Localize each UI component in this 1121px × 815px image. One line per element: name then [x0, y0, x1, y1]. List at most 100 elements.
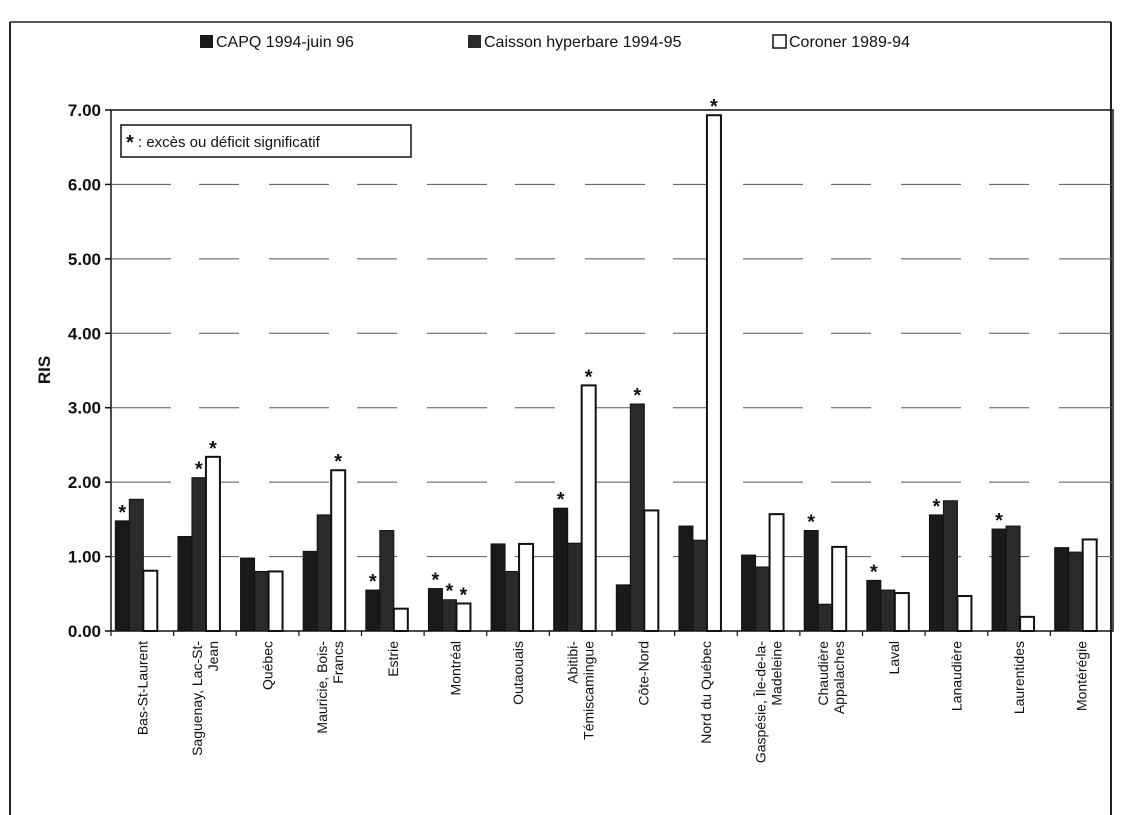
x-tick-label: Nord du Québec — [698, 641, 714, 744]
x-tick-label: Mauricie, Bois-Francs — [314, 641, 346, 734]
bar-coroner — [831, 545, 848, 632]
bar-caisson — [817, 603, 833, 632]
significance-star: * — [460, 584, 468, 606]
bar-caisson — [504, 570, 520, 632]
bar-coroner — [893, 592, 910, 633]
bar-coroner — [518, 542, 535, 633]
bar-caisson — [316, 514, 332, 632]
x-tick-label-line: Estrie — [385, 641, 401, 677]
bar-caisson — [191, 477, 207, 632]
legend-label-caisson: Caisson hyperbare 1994-95 — [484, 34, 682, 51]
x-tick-label-line: Montérégie — [1074, 641, 1090, 711]
bar-coroner — [580, 384, 597, 632]
x-tick-label: ChaudièreAppalaches — [815, 641, 847, 714]
significance-note: * : excès ou déficit significatif — [120, 124, 412, 158]
plot-area — [110, 109, 1114, 632]
bar-capq — [490, 543, 506, 632]
x-tick-label-line: Francs — [330, 641, 346, 684]
x-axis-labels: Bas-St-Laurent Saguenay, Lac-St-Jean Québe… — [110, 631, 1090, 763]
bar-capq — [928, 514, 944, 632]
note-box — [120, 124, 412, 158]
legend: CAPQ 1994-juin 96 Caisson hyperbare 1994… — [200, 34, 910, 51]
significance-star: * — [633, 385, 641, 407]
x-tick-label-line: Madeleine — [769, 641, 785, 706]
x-tick-label-line: Témiscamingue — [581, 641, 597, 740]
x-tick-label-line: Côte-Nord — [635, 641, 651, 706]
x-tick-label: Laurentides — [1011, 641, 1027, 714]
significance-star: * — [933, 496, 941, 518]
x-tick-label: Montréal — [447, 641, 463, 695]
significance-star: * — [557, 489, 565, 511]
bar-caisson — [567, 542, 583, 632]
bar-caisson — [441, 599, 457, 632]
x-tick-label-line: Jean — [205, 641, 221, 671]
bar-coroner — [204, 455, 221, 632]
bar-capq — [177, 535, 193, 632]
gridlines — [111, 183, 1113, 558]
significance-star: * — [446, 581, 454, 603]
bar-coroner — [768, 513, 785, 633]
x-tick-label: Abitibi-Témiscamingue — [565, 641, 597, 740]
bar-capq — [1054, 547, 1070, 632]
bar-caisson — [755, 566, 771, 632]
significance-star: * — [118, 502, 126, 524]
bar-coroner — [267, 570, 284, 633]
bar-capq — [302, 550, 318, 632]
bar-capq — [114, 520, 130, 632]
y-tick-label: 4.00 — [68, 324, 101, 343]
bar-caisson — [942, 500, 958, 632]
y-axis-title: RIS — [35, 356, 54, 384]
y-tick-label: 1.00 — [68, 548, 101, 567]
bar-capq — [365, 589, 381, 632]
bar-capq — [553, 507, 569, 632]
bar-coroner — [1019, 615, 1036, 633]
legend-swatch-caisson — [468, 35, 481, 48]
bar-coroner — [392, 607, 409, 633]
x-tick-label: Saguenay, Lac-St-Jean — [189, 641, 221, 756]
bar-caisson — [1005, 525, 1021, 632]
bar-caisson — [1068, 551, 1084, 632]
legend-swatch-capq — [200, 35, 213, 48]
x-tick-label: Lanaudière — [948, 641, 964, 711]
x-tick-label-line: Montréal — [447, 641, 463, 695]
x-tick-label-line: Abitibi- — [565, 641, 581, 684]
bar-capq — [678, 525, 694, 632]
x-tick-label: Outaouais — [510, 641, 526, 705]
bar-coroner — [956, 595, 973, 632]
bar-capq — [991, 528, 1007, 632]
bar-coroner — [705, 114, 722, 632]
y-axis-ticks: 0.00 1.00 2.00 3.00 4.00 5.00 6.00 7.00 — [68, 101, 111, 641]
legend-swatch-coroner — [772, 34, 787, 49]
y-tick-label: 5.00 — [68, 250, 101, 269]
y-tick-label: 3.00 — [68, 399, 101, 418]
x-tick-label: Bas-St-Laurent — [134, 641, 150, 735]
bar-caisson — [629, 403, 645, 632]
x-tick-label: Côte-Nord — [635, 641, 651, 706]
significance-star: * — [334, 451, 342, 473]
x-tick-label-line: Nord du Québec — [698, 641, 714, 744]
significance-star: * — [432, 570, 440, 592]
significance-markers: * * * * * * * * * * * * * * * * — [118, 96, 1003, 606]
significance-star: * — [710, 96, 718, 118]
significance-star: * — [585, 366, 593, 388]
bar-caisson — [128, 498, 144, 632]
bar-caisson — [254, 570, 270, 632]
significance-star: * — [870, 561, 878, 583]
x-tick-label: Estrie — [385, 641, 401, 677]
legend-label-coroner: Coroner 1989-94 — [789, 34, 910, 51]
bar-capq — [240, 557, 256, 632]
bar-capq — [427, 588, 443, 632]
bar-capq — [615, 584, 631, 632]
bars — [114, 114, 1098, 633]
bar-coroner — [330, 469, 347, 632]
x-tick-label-line: Laurentides — [1011, 641, 1027, 714]
x-tick-label-line: Chaudière — [815, 641, 831, 706]
legend-label-capq: CAPQ 1994-juin 96 — [216, 34, 354, 51]
bar-caisson — [692, 539, 708, 632]
bar-coroner — [455, 602, 472, 632]
x-tick-label-line: Lanaudière — [948, 641, 964, 711]
bar-coroner — [142, 569, 159, 632]
x-tick-label: Québec — [260, 641, 276, 690]
note-text: : excès ou déficit significatif — [138, 134, 321, 151]
